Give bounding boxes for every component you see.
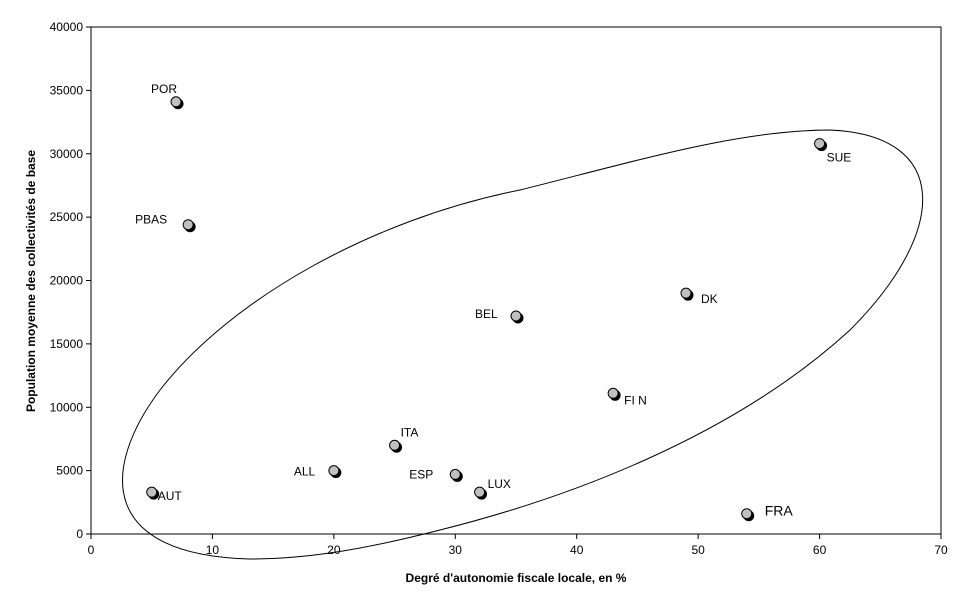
y-tick-label: 5000 <box>56 464 83 478</box>
point-label-sue: SUE <box>827 151 852 165</box>
x-tick-label: 10 <box>206 543 220 557</box>
point-label-ita: ITA <box>401 425 419 439</box>
data-point-dk <box>680 287 692 299</box>
y-tick-label: 10000 <box>50 400 84 414</box>
y-axis: 0 5000 10000 15000 20000 25000 30000 35000 40000 <box>50 20 91 541</box>
data-point-all <box>328 465 340 477</box>
point-label-fra: FRA <box>765 503 794 519</box>
x-tick-label: 0 <box>88 543 95 557</box>
grouping-ellipse <box>122 129 924 560</box>
x-axis: 0 10 20 30 40 50 60 70 <box>88 534 948 557</box>
data-point-lux <box>474 486 486 498</box>
y-tick-label: 30000 <box>50 147 84 161</box>
data-point-ita <box>389 439 401 451</box>
plot-frame <box>90 26 942 535</box>
y-tick-label: 25000 <box>50 210 84 224</box>
point-label-lux: LUX <box>488 477 511 491</box>
x-tick-label: 20 <box>327 543 341 557</box>
data-point-fra <box>741 508 753 520</box>
point-label-fin: FI N <box>624 393 647 407</box>
x-tick-label: 40 <box>570 543 584 557</box>
y-tick-label: 35000 <box>50 83 84 97</box>
data-point-pbas <box>182 219 194 231</box>
y-axis-title: Population moyenne des collectivités de … <box>24 150 38 412</box>
point-label-esp: ESP <box>409 467 433 481</box>
x-axis-title: Degré d'autonomie fiscale locale, en % <box>406 571 627 585</box>
plot-area <box>90 26 942 535</box>
point-label-all: ALL <box>294 465 316 479</box>
point-label-dk: DK <box>701 292 718 306</box>
point-label-aut: AUT <box>158 489 183 503</box>
x-tick-label: 70 <box>934 543 948 557</box>
x-tick-label: 50 <box>691 543 705 557</box>
y-tick-label: 20000 <box>50 274 84 288</box>
data-point-fin <box>607 387 619 399</box>
point-label-bel: BEL <box>475 307 498 321</box>
data-point-bel <box>510 310 522 322</box>
data-point-esp <box>449 468 461 480</box>
point-label-pbas: PBAS <box>135 213 167 227</box>
point-label-por: POR <box>151 82 177 96</box>
data-point-por <box>170 96 182 108</box>
y-tick-label: 40000 <box>50 20 84 34</box>
y-tick-label: 15000 <box>50 337 84 351</box>
x-tick-label: 60 <box>813 543 827 557</box>
y-tick-label: 0 <box>76 527 83 541</box>
x-tick-label: 30 <box>449 543 463 557</box>
data-point-aut <box>146 486 158 498</box>
data-points: POR PBAS AUT ALL ITA ESP LUX BEL FI N DK SUE FRA <box>135 82 852 520</box>
data-point-sue <box>814 138 826 150</box>
